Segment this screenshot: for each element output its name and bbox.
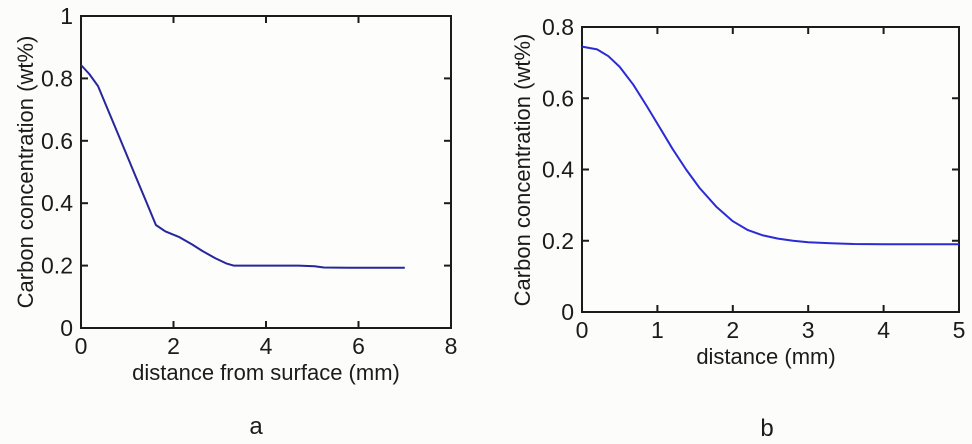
y-tick-label: 0.2 <box>542 228 574 254</box>
y-tick-label: 0 <box>561 299 574 325</box>
y-tick-label: 0.6 <box>542 85 574 111</box>
x-tick-label: 0 <box>576 317 589 343</box>
x-tick-label: 1 <box>651 317 664 343</box>
x-tick-label: 4 <box>260 333 273 359</box>
y-tick-label: 0.4 <box>41 190 73 216</box>
x-tick-label: 3 <box>802 317 815 343</box>
x-tick-label: 0 <box>75 333 88 359</box>
y-axis-label: Carbon concentration (wt%) <box>510 34 535 307</box>
x-tick-label: 5 <box>953 317 966 343</box>
y-axis-label: Carbon concentration (wt%) <box>13 36 38 309</box>
panel-label-b: b <box>760 415 773 442</box>
x-tick-label: 6 <box>352 333 365 359</box>
y-tick-label: 0.4 <box>542 157 574 183</box>
axis-ticks <box>581 26 960 313</box>
x-tick-label: 8 <box>445 333 458 359</box>
y-tick-label: 0.6 <box>41 128 73 154</box>
chart-panel-b: 0 1 2 3 4 5 0 0.2 0.4 0.6 0.8 distance (mm) Carbon… <box>510 14 965 442</box>
y-tick-label: 0.8 <box>41 65 73 91</box>
y-tick-label: 0 <box>60 315 73 341</box>
y-tick-label: 0.2 <box>41 253 73 279</box>
tick-labels: 0 1 2 3 4 5 0 0.2 0.4 0.6 0.8 <box>542 14 965 343</box>
tick-labels: 0 2 4 6 8 0 0.2 0.4 0.6 0.8 1 <box>41 3 457 359</box>
y-tick-label: 1 <box>60 3 73 29</box>
plot-area <box>80 15 452 329</box>
y-tick-label: 0.8 <box>542 14 574 40</box>
series-line <box>581 45 959 246</box>
plot-area <box>581 26 960 313</box>
x-tick-label: 2 <box>726 317 739 343</box>
panel-label-a: a <box>249 413 263 440</box>
chart-panel-a: 0 2 4 6 8 0 0.2 0.4 0.6 0.8 1 distance from surfac… <box>13 3 457 440</box>
x-tick-label: 4 <box>877 317 890 343</box>
x-axis-label: distance from surface (mm) <box>132 360 400 385</box>
x-axis-label: distance (mm) <box>696 344 835 369</box>
x-tick-label: 2 <box>167 333 180 359</box>
series-line <box>80 64 405 269</box>
axis-ticks <box>80 15 452 329</box>
